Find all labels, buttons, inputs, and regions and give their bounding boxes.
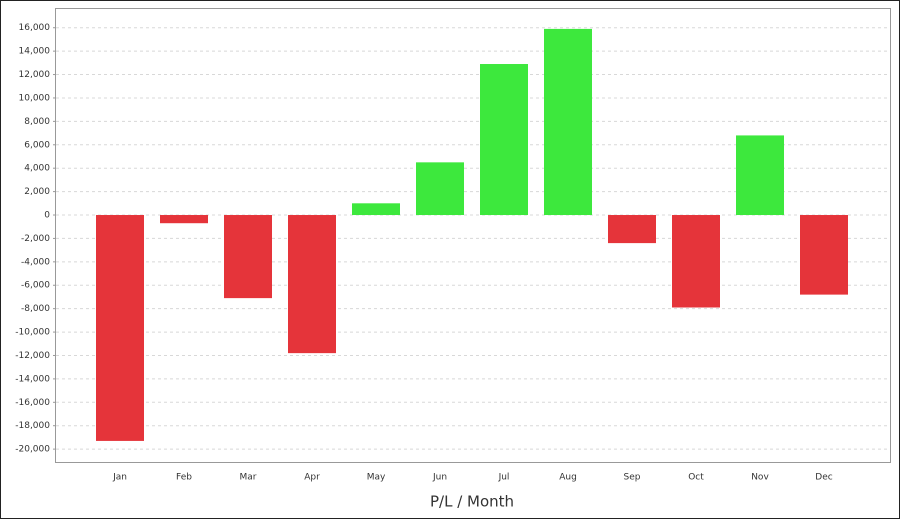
x-tick-label: Mar (240, 473, 257, 483)
plot-area (55, 8, 891, 463)
bar (96, 215, 144, 441)
y-tick-label: -20,000 (15, 445, 50, 455)
x-tick-label: Jul (498, 473, 510, 483)
x-axis-title: P/L / Month (430, 493, 514, 511)
x-tick-label: Jan (112, 473, 127, 483)
y-tick-label: -2,000 (21, 234, 50, 244)
y-tick-label: 6,000 (24, 140, 50, 150)
bar (608, 215, 656, 244)
y-tick-label: -16,000 (15, 398, 50, 408)
y-tick-label: -18,000 (15, 421, 50, 431)
x-tick-label: Dec (815, 473, 832, 483)
y-tick-label: 2,000 (24, 187, 50, 197)
bar (224, 215, 272, 299)
x-tick-label: Nov (751, 473, 769, 483)
y-tick-label: 8,000 (24, 117, 50, 127)
y-tick-label: -4,000 (21, 257, 50, 267)
bar (544, 28, 592, 216)
y-tick-label: 12,000 (19, 70, 51, 80)
x-tick-label: Jun (432, 473, 447, 483)
bar (736, 135, 784, 216)
bar (288, 215, 336, 354)
y-tick-label: 16,000 (19, 23, 51, 33)
x-tick-label: May (367, 473, 386, 483)
bar (480, 64, 528, 216)
x-tick-label: Feb (176, 473, 192, 483)
y-tick-label: -14,000 (15, 374, 50, 384)
x-tick-label: Apr (304, 473, 320, 483)
y-tick-label: -6,000 (21, 281, 50, 291)
y-tick-label: 10,000 (19, 93, 51, 103)
y-tick-label: 14,000 (19, 47, 51, 57)
bar (352, 203, 400, 216)
y-tick-label: 4,000 (24, 164, 50, 174)
y-tick-label: -8,000 (21, 304, 50, 314)
bar (672, 215, 720, 308)
x-tick-label: Oct (688, 473, 704, 483)
bar (416, 162, 464, 216)
y-tick-label: 0 (44, 211, 50, 221)
x-tick-label: Aug (559, 473, 577, 483)
bar (160, 215, 208, 224)
y-tick-label: -10,000 (15, 328, 50, 338)
bar (800, 215, 848, 295)
y-tick-label: -12,000 (15, 351, 50, 361)
x-tick-label: Sep (624, 473, 641, 483)
